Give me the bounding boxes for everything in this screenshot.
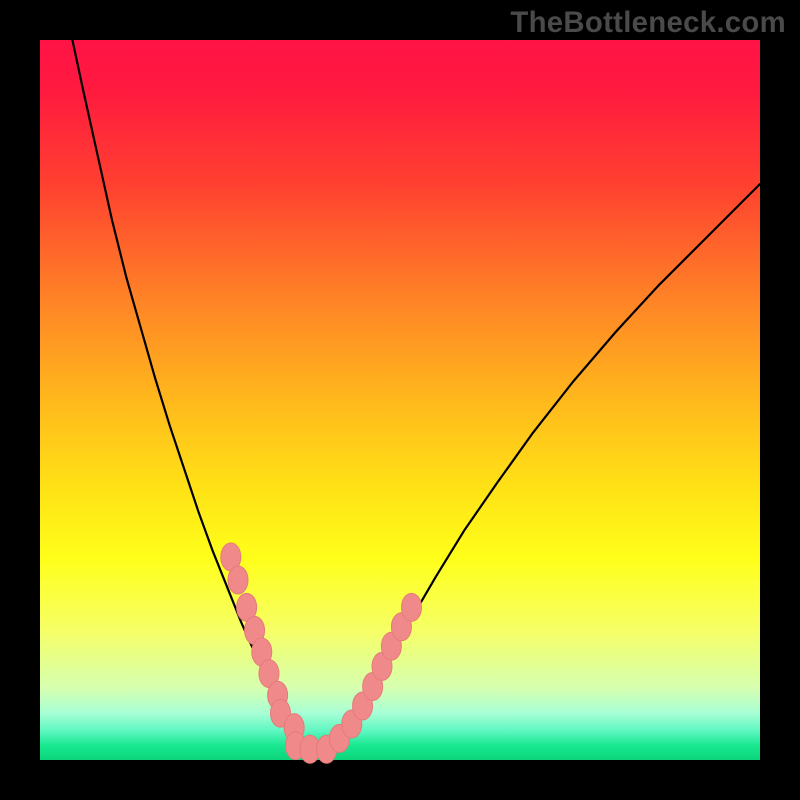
curve-marker [402,593,422,621]
curve-marker [228,566,248,594]
bottleneck-chart [0,0,800,800]
stage: TheBottleneck.com [0,0,800,800]
watermark-text: TheBottleneck.com [510,6,786,40]
